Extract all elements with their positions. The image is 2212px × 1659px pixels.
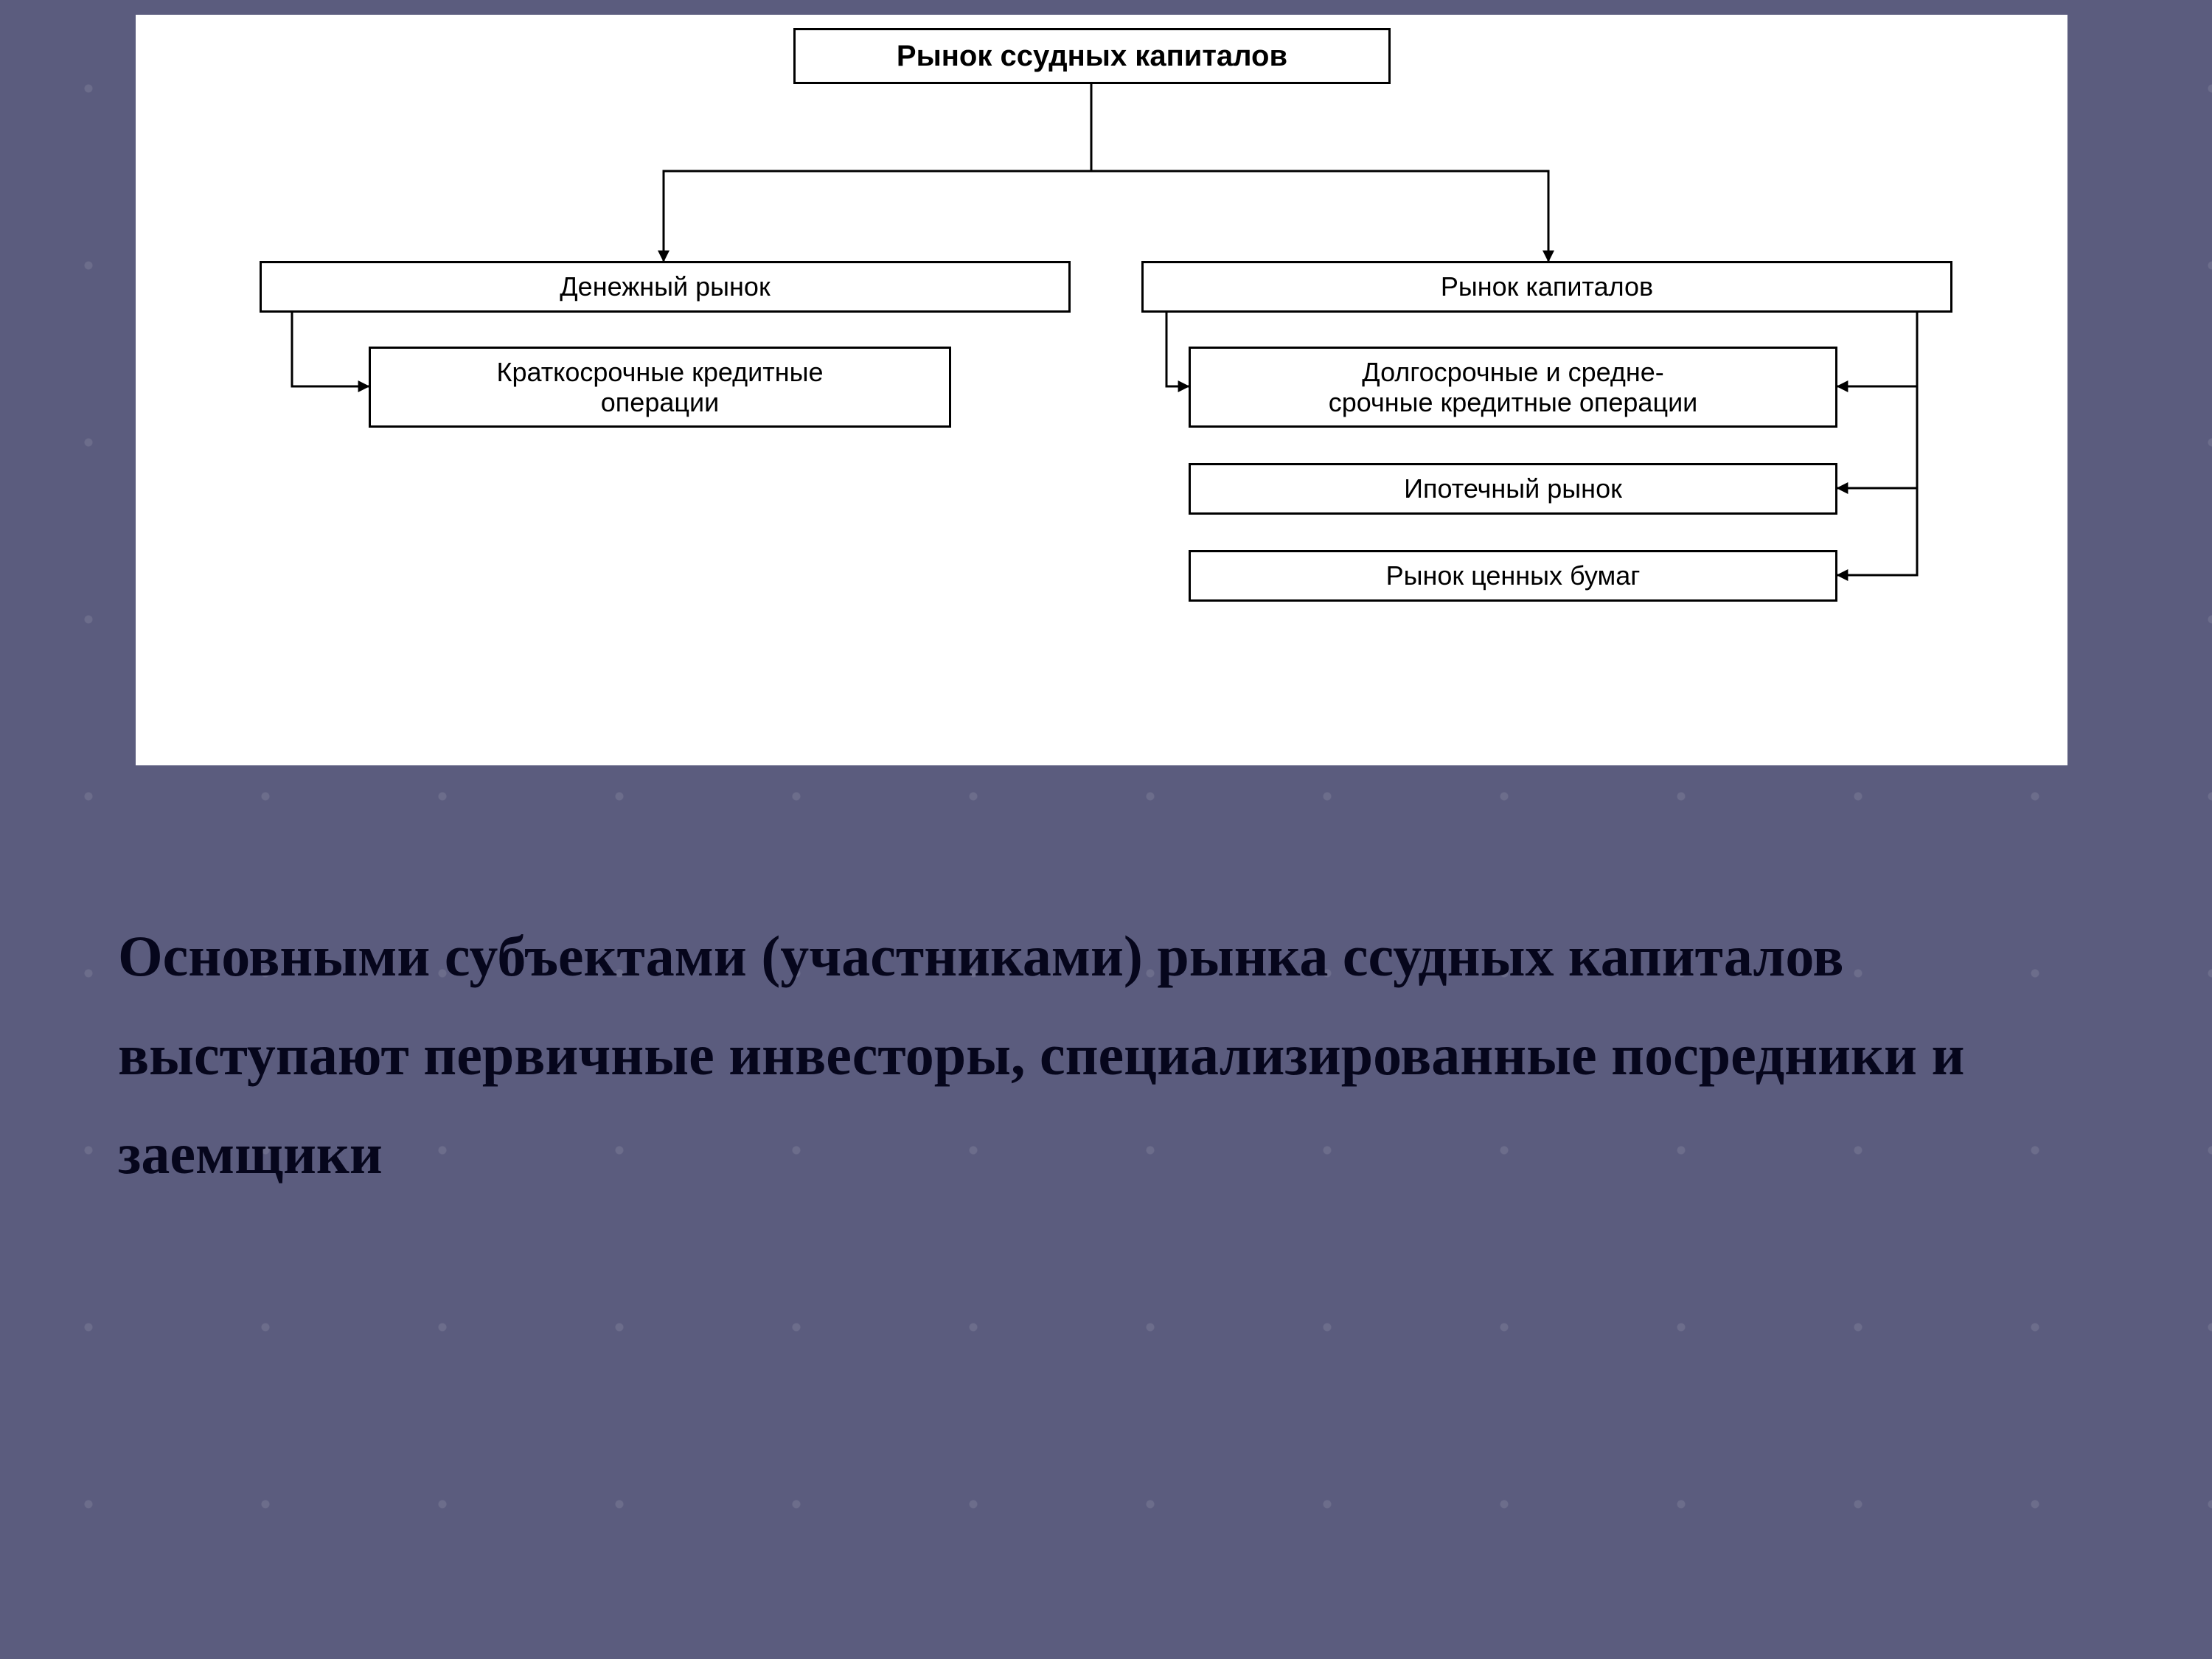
node-capital: Рынок капиталов: [1141, 261, 1952, 313]
edge-capital-long_left: [1166, 313, 1189, 386]
edge-root-money: [664, 84, 1091, 261]
node-securities: Рынок ценных бумаг: [1189, 550, 1837, 602]
edge-capital-mortgage: [1837, 313, 1917, 488]
edge-capital-long: [1837, 313, 1917, 386]
edge-capital-securities: [1837, 313, 1917, 575]
node-long: Долгосрочные и средне- срочные кредитные…: [1189, 347, 1837, 428]
node-mortgage: Ипотечный рынок: [1189, 463, 1837, 515]
edge-money-short: [292, 313, 369, 386]
slide: Рынок ссудных капиталов Денежный рынок Рын…: [0, 0, 2212, 1659]
node-short: Краткосрочные кредитные операции: [369, 347, 951, 428]
edge-root-capital: [1091, 84, 1548, 261]
node-root: Рынок ссудных капиталов: [793, 28, 1391, 84]
node-money: Денежный рынок: [260, 261, 1071, 313]
body-text: Основными субъектами (участниками) рынка…: [118, 907, 2094, 1203]
flowchart-edges: [0, 0, 2212, 1659]
